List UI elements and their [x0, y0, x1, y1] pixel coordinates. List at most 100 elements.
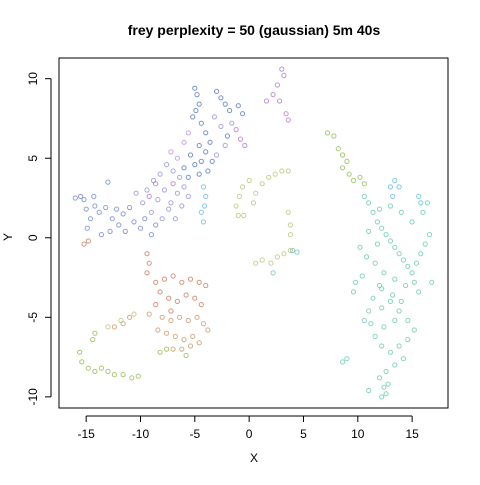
data-point	[403, 282, 409, 289]
data-point	[218, 123, 224, 130]
data-point	[218, 95, 224, 101]
data-point	[235, 103, 241, 109]
cluster-group	[77, 130, 367, 381]
data-point	[79, 359, 85, 365]
data-point	[205, 327, 211, 333]
data-point	[379, 343, 385, 349]
data-point	[233, 127, 239, 133]
data-point	[116, 222, 122, 228]
data-point	[411, 279, 417, 285]
data-point	[418, 251, 424, 257]
data-point	[157, 171, 163, 177]
data-point	[390, 193, 396, 199]
data-point	[157, 289, 163, 295]
data-point	[400, 257, 406, 263]
data-point	[214, 152, 220, 158]
data-point	[400, 356, 406, 362]
data-point	[396, 343, 402, 349]
data-point	[396, 251, 402, 257]
data-point	[235, 212, 241, 219]
data-point	[411, 327, 417, 333]
data-point	[84, 225, 90, 231]
data-point	[353, 279, 359, 285]
data-point	[153, 181, 159, 187]
cluster-group	[133, 114, 235, 222]
data-point	[168, 308, 174, 314]
data-point	[202, 203, 208, 209]
data-point	[92, 368, 98, 374]
data-point	[196, 101, 202, 107]
data-point	[103, 204, 109, 211]
x-axis: -15 -10 -5 0 5 10 15	[77, 415, 419, 441]
data-point	[366, 200, 372, 206]
data-point	[109, 216, 115, 222]
data-point	[174, 190, 180, 196]
data-point	[374, 241, 380, 247]
data-point	[131, 219, 137, 225]
data-point	[381, 384, 387, 390]
data-point	[344, 356, 350, 362]
data-point	[285, 117, 291, 123]
data-point	[133, 190, 139, 196]
data-point	[392, 244, 398, 250]
data-point	[72, 195, 78, 201]
data-point	[83, 206, 89, 212]
y-tick-label: 5	[26, 155, 40, 162]
data-point	[111, 324, 118, 330]
data-point	[181, 139, 187, 145]
data-point	[416, 289, 422, 295]
data-point	[241, 212, 247, 219]
data-point	[340, 359, 346, 365]
data-point	[181, 337, 187, 343]
data-point	[381, 324, 387, 330]
data-point	[166, 206, 172, 212]
data-point	[405, 337, 411, 343]
data-point	[198, 158, 204, 164]
data-point	[161, 276, 167, 282]
data-point	[242, 142, 248, 149]
data-point	[179, 203, 185, 209]
y-tick-label: 0	[26, 234, 40, 241]
data-point	[142, 216, 148, 222]
data-point	[429, 279, 435, 285]
data-point	[387, 298, 393, 304]
cluster-group	[111, 311, 211, 352]
data-point	[383, 232, 389, 238]
data-point	[263, 98, 270, 104]
data-point	[344, 158, 350, 164]
data-point	[114, 206, 120, 212]
data-point	[127, 204, 133, 211]
data-point	[359, 273, 365, 279]
data-point	[229, 120, 235, 126]
data-point	[387, 184, 393, 190]
data-point	[246, 177, 252, 184]
data-point	[203, 130, 209, 136]
data-point	[177, 314, 183, 320]
data-point	[287, 232, 293, 238]
y-tick-label: 10	[26, 72, 40, 86]
data-point	[168, 317, 174, 324]
data-point	[357, 244, 363, 250]
data-point	[181, 165, 187, 171]
data-point	[205, 168, 211, 174]
data-point	[144, 187, 150, 193]
data-point	[426, 232, 433, 238]
data-point	[361, 193, 367, 199]
data-point	[185, 174, 191, 180]
data-point	[236, 193, 242, 199]
data-point	[240, 111, 246, 117]
data-point	[416, 193, 422, 199]
cluster-group	[168, 130, 191, 161]
data-point	[409, 219, 415, 225]
cluster-group	[198, 177, 424, 225]
data-point	[187, 276, 194, 282]
data-point	[187, 152, 194, 158]
data-point	[172, 333, 178, 339]
data-point	[290, 247, 296, 254]
data-point	[270, 270, 276, 276]
data-point	[203, 149, 209, 155]
data-point	[340, 165, 346, 171]
